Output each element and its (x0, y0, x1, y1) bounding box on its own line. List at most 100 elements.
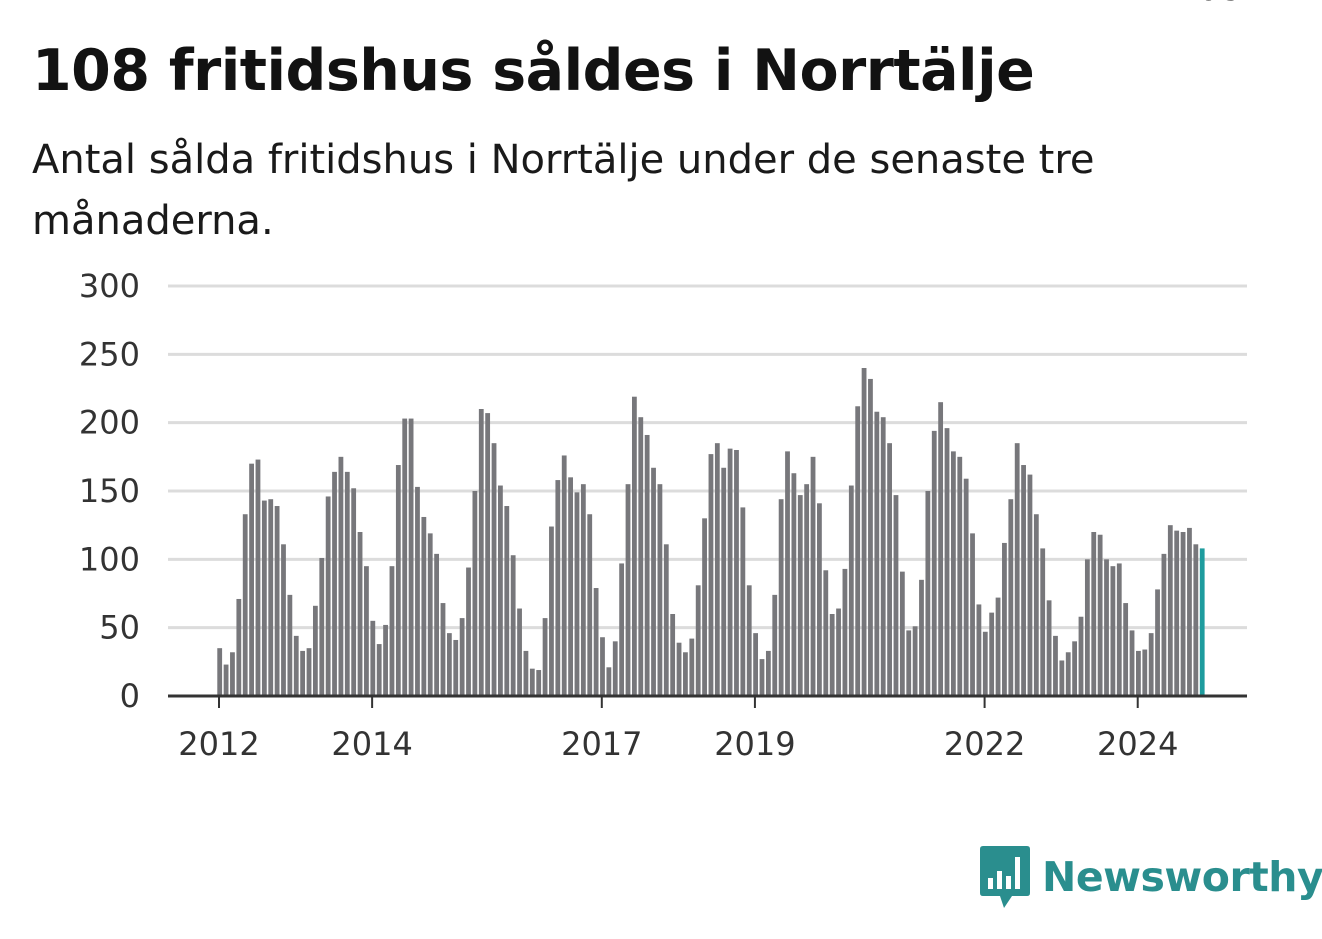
bar (1104, 559, 1109, 696)
bar (338, 456, 344, 696)
x-tick-label: 2022 (944, 725, 1025, 763)
bar (791, 473, 797, 696)
bar (963, 478, 969, 696)
bar (300, 650, 306, 696)
bar (995, 597, 1001, 696)
bar (778, 499, 784, 696)
bar (568, 477, 573, 696)
bar (293, 635, 299, 696)
bar (702, 518, 707, 696)
x-tick-label: 2024 (1097, 725, 1178, 763)
bar (574, 492, 580, 696)
bar (242, 514, 248, 696)
bar (899, 571, 905, 696)
bar (734, 450, 739, 696)
bar (230, 652, 235, 696)
bar (287, 594, 293, 696)
bar (797, 495, 803, 696)
bar (938, 402, 944, 696)
y-tick-label: 50 (99, 609, 140, 647)
bar (281, 544, 286, 696)
newsworthy-logo: Newsworthy (980, 846, 1322, 908)
bar (357, 532, 363, 696)
bar (274, 506, 280, 696)
bar (823, 570, 829, 696)
bar (874, 411, 880, 696)
bar (1142, 649, 1148, 696)
bar (695, 585, 701, 696)
bar (651, 467, 656, 696)
bar (1002, 542, 1007, 696)
bar (721, 467, 727, 696)
bar (523, 650, 529, 696)
bar (676, 642, 682, 696)
bar (364, 566, 369, 696)
bar (415, 486, 420, 696)
bar-chart-speech-bubble-icon (980, 846, 1030, 908)
bar (561, 455, 567, 696)
bar (625, 484, 631, 696)
y-tick-label: 300 (79, 267, 140, 305)
y-tick-label: 250 (79, 335, 140, 373)
bar (306, 648, 312, 696)
bar (868, 378, 873, 696)
bar (510, 555, 516, 696)
bar (268, 499, 274, 696)
bar (1123, 603, 1129, 696)
bar (817, 503, 822, 696)
bar (970, 533, 975, 696)
bar (893, 495, 899, 696)
bar (255, 459, 261, 696)
bar (542, 618, 548, 696)
bar (1167, 525, 1173, 696)
bar (504, 506, 510, 696)
bar (804, 484, 810, 696)
bar (440, 603, 446, 696)
bar (580, 484, 586, 696)
bar (925, 491, 931, 696)
bar (1046, 600, 1052, 696)
bar (1148, 633, 1154, 696)
bar (670, 614, 676, 696)
bar (491, 443, 497, 696)
bar (714, 443, 720, 696)
bar (912, 626, 918, 696)
bar (746, 585, 752, 696)
bar (236, 598, 242, 696)
bar-highlight (1199, 548, 1205, 696)
y-tick-label: 200 (79, 404, 140, 442)
bar (1053, 635, 1058, 696)
bar (810, 456, 816, 696)
bar (1091, 532, 1097, 696)
bar (529, 668, 535, 696)
bar (772, 594, 778, 696)
bar (944, 428, 950, 696)
bar (644, 434, 650, 696)
bar (536, 670, 542, 696)
bar (472, 491, 478, 696)
bar (261, 500, 267, 696)
bar (1084, 559, 1090, 696)
bar (759, 659, 765, 696)
bar (319, 557, 325, 696)
chart-subtitle: Antal sålda fritidshus i Norrtälje under… (32, 137, 1095, 244)
bar (459, 618, 465, 696)
x-tick-label: 2017 (561, 725, 642, 763)
bar (855, 406, 861, 696)
bar (1155, 589, 1160, 696)
bar (727, 448, 733, 696)
bar (663, 544, 669, 696)
bar (1161, 553, 1167, 696)
bar (498, 485, 503, 696)
bar (982, 631, 988, 696)
bar (312, 605, 318, 696)
bar (612, 641, 618, 696)
bar (683, 652, 688, 696)
bar (587, 514, 593, 696)
bar (1110, 566, 1116, 696)
bar (593, 588, 599, 696)
bar (848, 485, 854, 696)
bar (332, 471, 337, 696)
bar (957, 456, 963, 696)
